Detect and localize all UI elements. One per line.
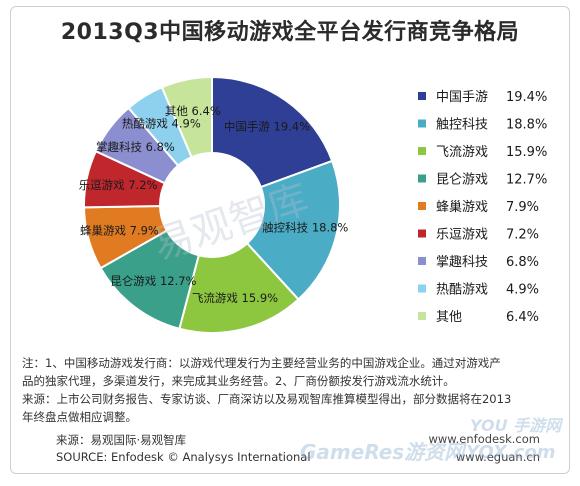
donut-slices — [83, 75, 341, 334]
watermark-gameres: GameRes游资网 — [300, 440, 465, 464]
legend-swatch — [418, 257, 426, 265]
slice-label: 蜂巢游戏 7.9% — [80, 223, 159, 237]
source-block: 来源：易观国际·易观智库 SOURCE: Enfodesk © Analysys… — [56, 432, 311, 466]
legend-swatch — [418, 147, 426, 155]
legend-swatch — [418, 312, 426, 320]
site-enfodesk: www.enfodesk.com — [428, 432, 540, 446]
chart-title: 2013Q3中国移动游戏全平台发行商竞争格局 — [60, 20, 520, 45]
legend-value: 12.7% — [506, 173, 547, 188]
donut-slice — [178, 241, 300, 334]
source-cn: 来源：易观国际·易观智库 — [56, 433, 187, 447]
note-line-4: 年终盘点做相应调整。 — [22, 410, 137, 424]
slice-label: 昆仑游戏 12.7% — [110, 274, 196, 288]
legend-label: 中国手游 — [436, 90, 488, 105]
legend-label: 昆仑游戏 — [436, 173, 488, 188]
legend-value: 15.9% — [506, 145, 547, 160]
donut-slice — [245, 159, 341, 301]
slice-label: 热酷游戏 4.9% — [122, 116, 201, 130]
slice-label: 飞流游戏 15.9% — [192, 291, 278, 305]
legend-value: 18.8% — [506, 118, 547, 133]
legend-value: 6.4% — [506, 310, 539, 325]
slice-label: 其他 6.4% — [165, 104, 221, 118]
legend-label: 其他 — [436, 310, 462, 325]
note-line-2: 品的独家代理，多渠道发行，来完成其业务经营。2、厂商份额按发行游戏流水统计。 — [22, 374, 455, 388]
legend-label: 掌趣科技 — [436, 255, 488, 270]
legend-value: 7.2% — [506, 228, 539, 243]
slice-label: 中国手游 19.4% — [224, 119, 310, 133]
legend-value: 19.4% — [506, 90, 547, 105]
legend-label: 乐逗游戏 — [436, 228, 488, 243]
legend-label: 蜂巢游戏 — [436, 200, 488, 215]
legend-label: 触控科技 — [436, 118, 488, 133]
legend-label: 飞流游戏 — [436, 145, 488, 160]
legend-swatch — [418, 92, 426, 100]
donut-slice-labels: 中国手游 19.4% 触控科技 18.8% 飞流游戏 15.9% 昆仑游戏 12.7%… — [79, 104, 349, 305]
legend: 中国手游 19.4% 触控科技 18.8% 飞流游戏 15.9% 昆仑游戏 12.7% 蜂巢游戏… — [418, 90, 547, 325]
legend-swatch — [418, 119, 426, 128]
slice-label: 触控科技 18.8% — [262, 221, 348, 235]
legend-swatch — [418, 174, 426, 183]
note-line-1: 注：1、中国移动游戏发行商：以游戏代理发行为主要经营业务的中国游戏企业。通过对游… — [22, 356, 501, 370]
legend-value: 6.8% — [506, 255, 539, 270]
legend-swatch — [418, 229, 426, 238]
notes-block: 注：1、中国移动游戏发行商：以游戏代理发行为主要经营业务的中国游戏企业。通过对游… — [22, 354, 562, 426]
donut-slice — [160, 75, 213, 159]
watermark-you-logo: YOU 手游网 — [470, 416, 562, 435]
slice-label: 掌趣科技 6.8% — [96, 140, 175, 154]
site-eguan: www.eguan.cn — [455, 450, 540, 464]
legend-swatch — [418, 202, 426, 210]
legend-value: 7.9% — [506, 200, 539, 215]
source-en: SOURCE: Enfodesk © Analysys Internationa… — [56, 450, 311, 464]
legend-value: 4.9% — [506, 283, 539, 298]
legend-label: 热酷游戏 — [436, 283, 488, 298]
legend-swatch — [418, 284, 426, 293]
donut-slice — [211, 75, 334, 189]
slice-label: 乐逗游戏 7.2% — [79, 178, 158, 192]
watermark-fox-logo: YOX.com — [466, 442, 556, 463]
note-line-3: 来源：上市公司财务报告、专家访谈、厂商深访以及易观智库推算模型得出，部分数据将在… — [22, 392, 512, 406]
